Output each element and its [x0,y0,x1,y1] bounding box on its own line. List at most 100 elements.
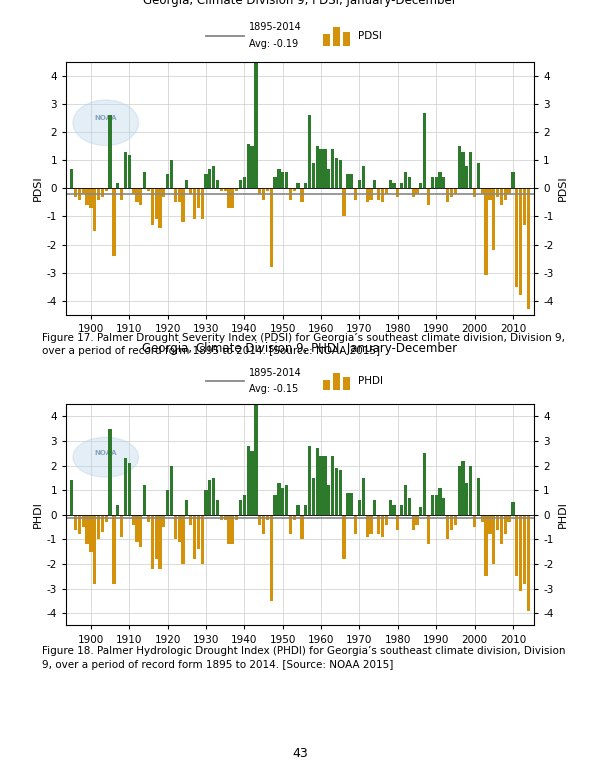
Bar [404,172,407,189]
Bar [481,189,484,194]
Bar [170,160,173,189]
Bar [503,189,507,200]
Bar [143,485,146,515]
Bar [343,189,346,217]
Bar [193,515,196,559]
Bar [527,189,530,309]
Bar [477,478,480,515]
Bar [212,478,215,515]
Bar [319,149,323,189]
Bar [331,149,334,189]
Bar [350,493,353,515]
Bar [181,189,185,222]
Bar [312,478,315,515]
Bar [101,515,104,532]
Bar [343,515,346,559]
Bar [78,515,81,535]
Bar [450,189,453,197]
Bar [415,189,419,194]
Bar [277,483,281,515]
Bar [151,515,154,569]
Bar [151,189,154,225]
Bar [465,166,469,189]
Bar [492,515,496,564]
Bar [235,189,238,191]
Bar [423,453,427,515]
Bar [488,189,491,200]
Bar [331,456,334,515]
Ellipse shape [73,437,139,477]
Bar [404,485,407,515]
Bar [116,183,119,189]
Bar [515,189,518,287]
Text: Figure 17. Palmer Drought Severity Index (PDSI) for Georgia’s southeast climate : Figure 17. Palmer Drought Severity Index… [42,333,565,356]
Bar [243,177,246,189]
Bar [143,172,146,189]
Bar [104,189,108,191]
Bar [519,189,522,295]
Bar [412,515,415,530]
Bar [296,505,300,515]
Bar [427,189,430,205]
Ellipse shape [73,100,139,145]
Bar [104,515,108,522]
Bar [136,515,139,542]
Bar [365,189,369,203]
Bar [450,515,453,530]
Bar [173,515,177,539]
Bar [193,189,196,219]
Text: Georgia, Climate Division 9, PHDI, January-December: Georgia, Climate Division 9, PHDI, Janua… [142,343,458,355]
Bar [358,180,361,189]
Bar [247,446,250,515]
Bar [431,495,434,515]
Bar [508,515,511,522]
Bar [327,169,331,189]
Bar [523,515,526,584]
Bar [128,463,131,515]
Bar [285,485,288,515]
Bar [112,515,116,584]
Bar [166,174,169,189]
Bar [500,189,503,205]
Bar [162,189,166,197]
Bar [289,189,292,200]
Bar [231,515,235,545]
Bar [200,189,204,219]
Bar [496,515,499,530]
Bar [488,515,491,535]
Bar [274,177,277,189]
Text: NOAA: NOAA [95,450,117,456]
Bar [377,189,380,200]
Bar [370,189,373,200]
Text: Avg: -0.15: Avg: -0.15 [248,384,298,393]
Bar [170,465,173,515]
Bar [139,189,142,205]
Bar [362,166,365,189]
Bar [377,515,380,535]
Bar [427,515,430,545]
Bar [262,189,265,200]
Bar [112,189,116,256]
Bar [454,515,457,524]
Bar [304,505,307,515]
Bar [293,515,296,520]
Bar [412,189,415,197]
Bar [116,505,119,515]
Bar [239,500,242,515]
Bar [147,189,150,191]
Bar [128,155,131,189]
Bar [458,146,461,189]
Bar [131,515,135,524]
Bar [227,515,230,545]
Bar [109,116,112,189]
Text: NOAA: NOAA [95,115,117,120]
Bar [500,515,503,545]
Bar [381,515,384,537]
Bar [343,32,350,46]
Bar [346,493,350,515]
Bar [205,174,208,189]
Bar [484,515,488,577]
Bar [370,515,373,535]
Bar [82,189,85,194]
Bar [319,456,323,515]
